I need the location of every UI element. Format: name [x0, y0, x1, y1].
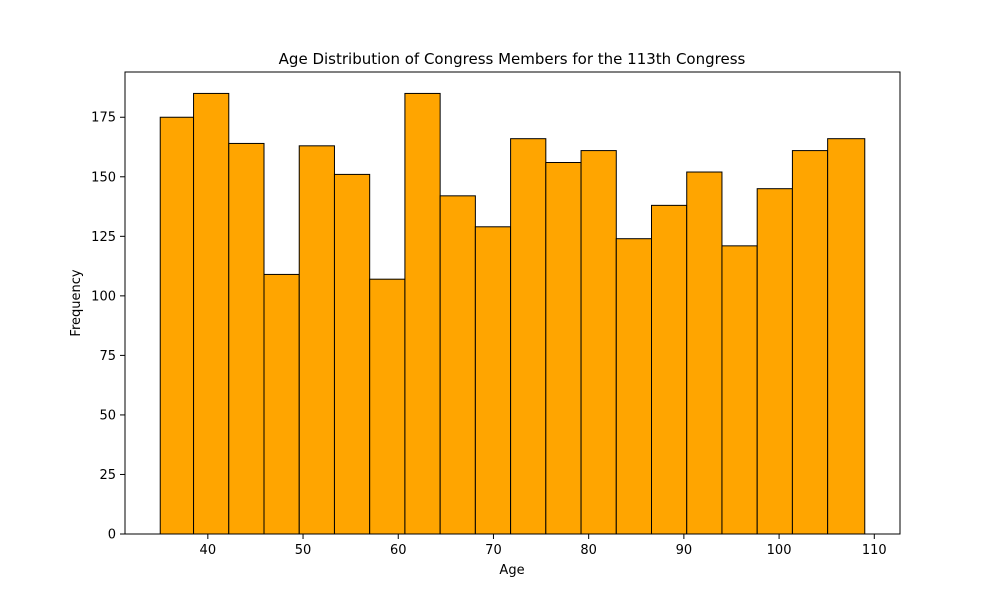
y-tick-label: 175: [91, 111, 116, 126]
histogram-bar: [439, 195, 476, 535]
histogram-bar: [474, 226, 512, 535]
x-axis: 40 50 60 70 80 90 100 110: [200, 534, 887, 558]
x-tick-label: 60: [390, 543, 407, 558]
histogram-bar: [545, 161, 582, 535]
histogram-bar: [333, 173, 371, 535]
histogram-bar: [827, 138, 866, 535]
histogram-bar: [510, 138, 547, 535]
histogram-bar: [580, 150, 617, 535]
chart-title: Age Distribution of Congress Members for…: [279, 50, 746, 68]
x-tick-label: 70: [485, 543, 502, 558]
x-tick-label: 90: [676, 543, 693, 558]
x-tick-label: 100: [767, 543, 792, 558]
bars-group: [159, 92, 866, 535]
y-tick-label: 125: [91, 230, 116, 245]
histogram-bar: [721, 245, 758, 535]
histogram-bar: [228, 142, 265, 535]
histogram-bar: [369, 278, 406, 535]
histogram-bar: [159, 116, 195, 535]
y-tick-label: 150: [91, 170, 116, 185]
plot-frame: [124, 71, 901, 535]
histogram-bar: [615, 238, 653, 535]
histogram-bar: [756, 188, 793, 535]
y-tick-label: 100: [91, 289, 116, 304]
x-axis-label: Age: [499, 563, 524, 578]
histogram-bar: [651, 204, 688, 535]
x-tick-label: 50: [295, 543, 312, 558]
histogram-bar: [686, 171, 723, 535]
y-tick-label: 50: [99, 408, 116, 423]
y-axis: 0 25 50 75 100 125 150 175: [91, 111, 125, 543]
x-tick-label: 80: [580, 543, 597, 558]
y-tick-label: 0: [108, 528, 116, 543]
histogram-bar: [791, 150, 829, 535]
histogram-bar: [404, 92, 441, 535]
y-tick-label: 25: [99, 468, 116, 483]
histogram-bar: [298, 145, 335, 535]
y-axis-label: Frequency: [69, 269, 84, 336]
y-tick-label: 75: [99, 349, 116, 364]
histogram-bar: [193, 92, 230, 535]
histogram-bar: [263, 273, 300, 535]
x-tick-label: 40: [200, 543, 217, 558]
x-tick-label: 110: [862, 543, 887, 558]
